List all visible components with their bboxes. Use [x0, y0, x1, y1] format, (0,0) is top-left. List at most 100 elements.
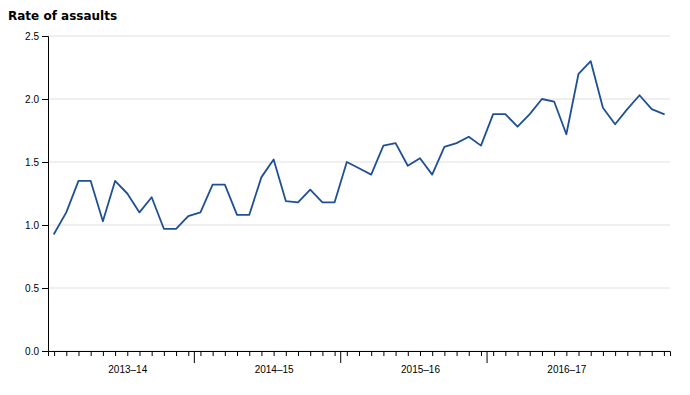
x-tick — [530, 351, 531, 356]
y-tick-mark — [42, 351, 48, 352]
x-tick-label: 2016–17 — [547, 364, 586, 375]
x-tick — [615, 351, 616, 356]
x-tick-mark — [383, 351, 384, 356]
y-tick-mark — [42, 99, 48, 100]
x-tick-mark — [664, 351, 665, 356]
x-tick — [664, 351, 665, 356]
x-tick — [542, 351, 543, 356]
x-tick-mark — [371, 351, 372, 356]
x-tick — [591, 351, 592, 356]
x-tick-mark — [152, 351, 153, 356]
x-tick-mark — [298, 351, 299, 356]
x-tick-mark — [408, 351, 409, 356]
x-tick — [347, 351, 348, 356]
y-tick-label: 1.0 — [25, 220, 39, 231]
x-tick-mark — [249, 351, 250, 356]
x-tick-mark — [225, 351, 226, 356]
x-tick — [103, 351, 104, 356]
x-tick-mark — [176, 351, 177, 356]
x-tick-mark — [274, 351, 275, 356]
x-tick — [444, 351, 445, 356]
y-tick-label: 2.0 — [25, 94, 39, 105]
y-tick: 1.5 — [25, 157, 48, 168]
chart: 0.00.51.01.52.02.52013–142014–152015–162… — [0, 0, 690, 395]
x-tick-mark — [261, 351, 262, 356]
x-axis-line — [49, 352, 671, 357]
x-tick-mark — [54, 351, 55, 356]
plot: 0.00.51.01.52.02.52013–142014–152015–162… — [25, 31, 670, 375]
x-tick-mark — [505, 351, 506, 356]
x-tick — [457, 351, 458, 356]
x-tick-mark — [91, 351, 92, 356]
series — [54, 61, 664, 234]
y-tick: 0.5 — [25, 283, 48, 294]
x-tick-mark — [66, 351, 67, 356]
x-tick-mark — [579, 351, 580, 356]
x-tick-mark — [164, 351, 165, 356]
x-tick — [200, 351, 201, 356]
x-tick — [396, 351, 397, 356]
x-tick-mark — [530, 351, 531, 356]
x-tick — [225, 351, 226, 356]
x-tick-mark — [444, 351, 445, 356]
x-tick-mark — [78, 351, 79, 356]
x-tick-mark — [286, 351, 287, 356]
x-tick-mark — [322, 351, 323, 356]
x-tick — [176, 351, 177, 356]
x-tick-mark — [115, 351, 116, 356]
x-tick: 2016–17 — [547, 351, 586, 375]
x-tick — [152, 351, 153, 356]
x-tick — [359, 351, 360, 356]
grid-line — [48, 288, 670, 289]
x-tick-mark — [127, 351, 128, 356]
x-tick-mark — [493, 351, 494, 356]
x-tick-mark — [603, 351, 604, 356]
x-tick — [603, 351, 604, 356]
x-tick — [469, 351, 470, 356]
grid-line — [48, 99, 670, 100]
x-tick-mark — [652, 351, 653, 356]
x-tick — [518, 351, 519, 356]
y-tick-mark — [42, 36, 48, 37]
y-tick-label: 1.5 — [25, 157, 39, 168]
x-tick — [249, 351, 250, 356]
x-tick — [164, 351, 165, 356]
group-separator — [194, 351, 195, 363]
x-tick: 2014–15 — [255, 351, 294, 375]
x-tick-mark — [420, 351, 421, 356]
x-tick-mark — [481, 351, 482, 356]
x-tick-mark — [542, 351, 543, 356]
x-tick-mark — [554, 351, 555, 356]
x-tick — [505, 351, 506, 356]
y-tick: 2.5 — [25, 31, 48, 42]
line — [54, 61, 664, 234]
x-tick — [493, 351, 494, 356]
x-tick — [91, 351, 92, 356]
x-tick-mark — [103, 351, 104, 356]
x-tick-mark — [627, 351, 628, 356]
x-tick: 2013–14 — [108, 351, 147, 375]
x-tick — [627, 351, 628, 356]
x-tick — [310, 351, 311, 356]
x-tick-label: 2014–15 — [255, 364, 294, 375]
x-tick — [579, 351, 580, 356]
x-tick-mark — [200, 351, 201, 356]
x-tick — [554, 351, 555, 356]
y-tick-mark — [42, 288, 48, 289]
x-tick — [188, 351, 189, 356]
x-tick-mark — [640, 351, 641, 356]
y-tick: 0.0 — [25, 346, 48, 357]
x-tick-mark — [347, 351, 348, 356]
group-separator — [340, 351, 341, 363]
x-tick — [286, 351, 287, 356]
x-tick-mark — [335, 351, 336, 356]
x-tick — [261, 351, 262, 356]
x-tick-mark — [591, 351, 592, 356]
x-tick-mark — [566, 351, 567, 356]
x-tick — [383, 351, 384, 356]
x-tick — [78, 351, 79, 356]
x-tick-mark — [396, 351, 397, 356]
x-tick — [237, 351, 238, 356]
grid — [48, 36, 670, 351]
x-tick-mark — [457, 351, 458, 356]
